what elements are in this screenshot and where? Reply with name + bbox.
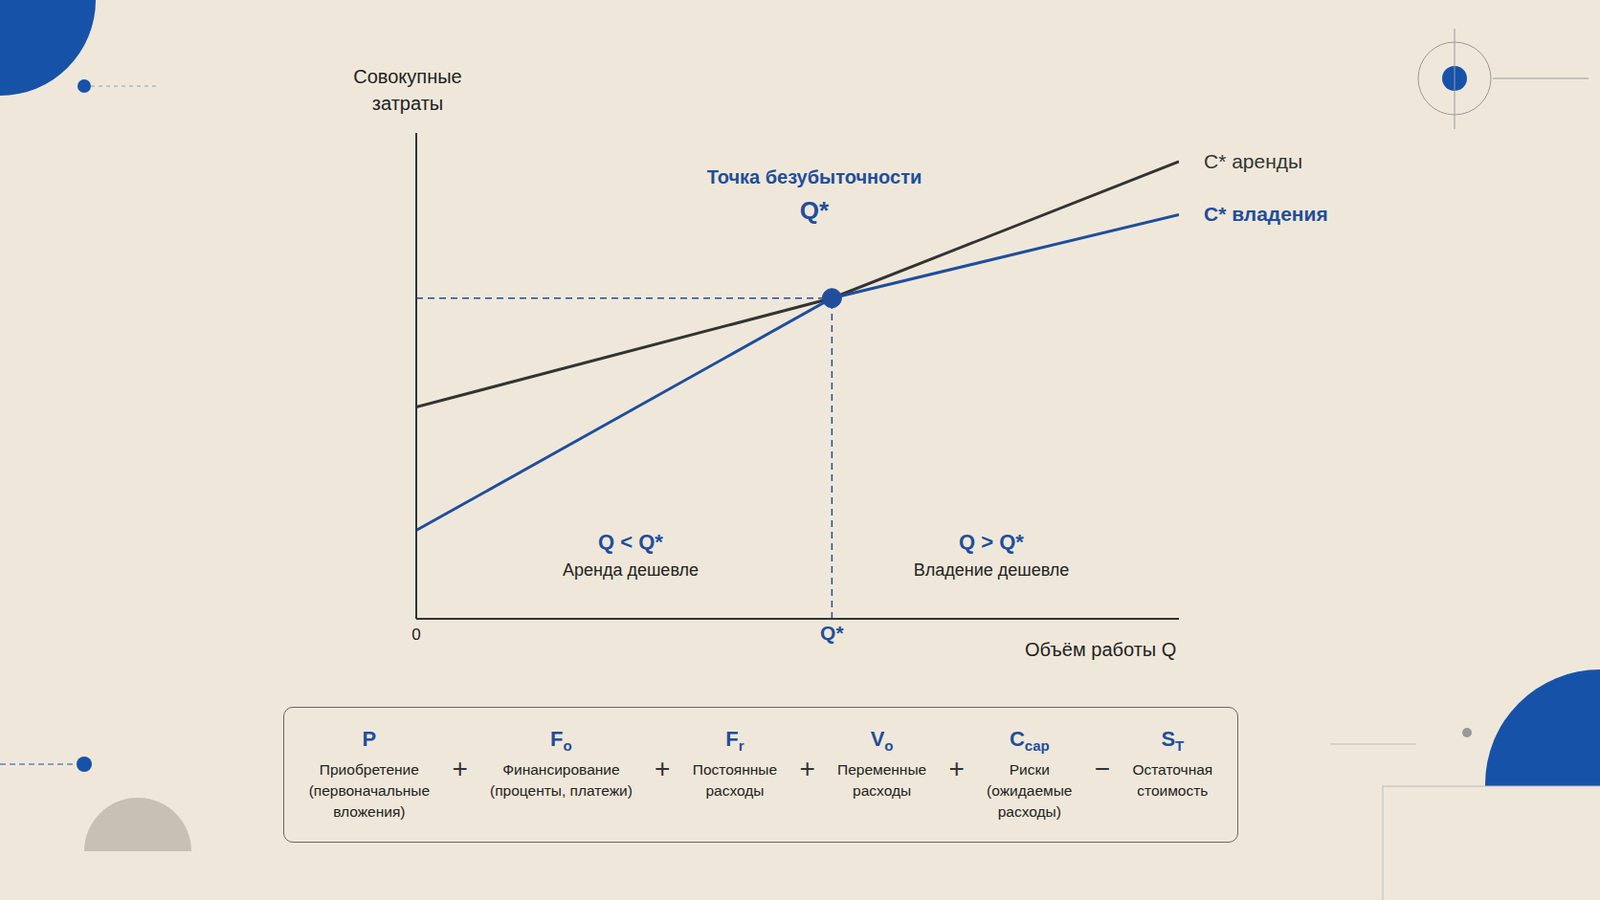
html-text:расходы: расходы <box>852 782 912 800</box>
html-text:Объём работы Q: Объём работы Q <box>1024 639 1177 661</box>
svg-text:C* владения: C* владения <box>1203 202 1329 225</box>
html-text:Q > Q*: Q > Q* <box>958 530 1024 555</box>
html-text:Fr: Fr <box>725 727 745 755</box>
html-text:вложения): вложения) <box>333 803 406 821</box>
html-text:(проценты, платежи): (проценты, платежи) <box>489 782 633 800</box>
html-text:стоимость: стоимость <box>1137 782 1209 800</box>
html-text:расходы: расходы <box>705 782 765 800</box>
html-text:Совокупные: Совокупные <box>353 66 462 88</box>
html-text:Приобретение: Приобретение <box>319 761 420 778</box>
html-text:Остаточная: Остаточная <box>1132 761 1213 778</box>
html-text:Q*: Q* <box>799 196 829 225</box>
html-text:Ccap: Ccap <box>1009 727 1050 755</box>
html-text:Fo: Fo <box>550 727 572 755</box>
svg-text:0: 0 <box>411 625 421 645</box>
html-text:P: P <box>362 727 377 752</box>
html-text:расходы): расходы) <box>997 803 1062 821</box>
html-text:ST: ST <box>1161 727 1184 755</box>
svg-text:Q*: Q* <box>820 622 845 645</box>
svg-text:C* аренды: C* аренды <box>1203 150 1303 173</box>
html-text:Переменные: Переменные <box>837 761 927 778</box>
html-text:(ожидаемые: (ожидаемые <box>986 782 1073 800</box>
html-text:Риски: Риски <box>1009 761 1050 778</box>
html-text:Владение дешевле: Владение дешевле <box>913 560 1070 580</box>
html-text:(первоначальные: (первоначальные <box>308 782 430 800</box>
html-text:Аренда дешевле: Аренда дешевле <box>562 560 699 580</box>
html-text:Точка безубыточности: Точка безубыточности <box>706 166 922 188</box>
html-text:Финансирование: Финансирование <box>502 761 620 778</box>
html-text:Постоянные: Постоянные <box>692 761 778 778</box>
html-text:затраты: затраты <box>372 92 444 114</box>
html-text:Q < Q*: Q < Q* <box>598 530 664 555</box>
html-text:Vo: Vo <box>870 727 894 755</box>
